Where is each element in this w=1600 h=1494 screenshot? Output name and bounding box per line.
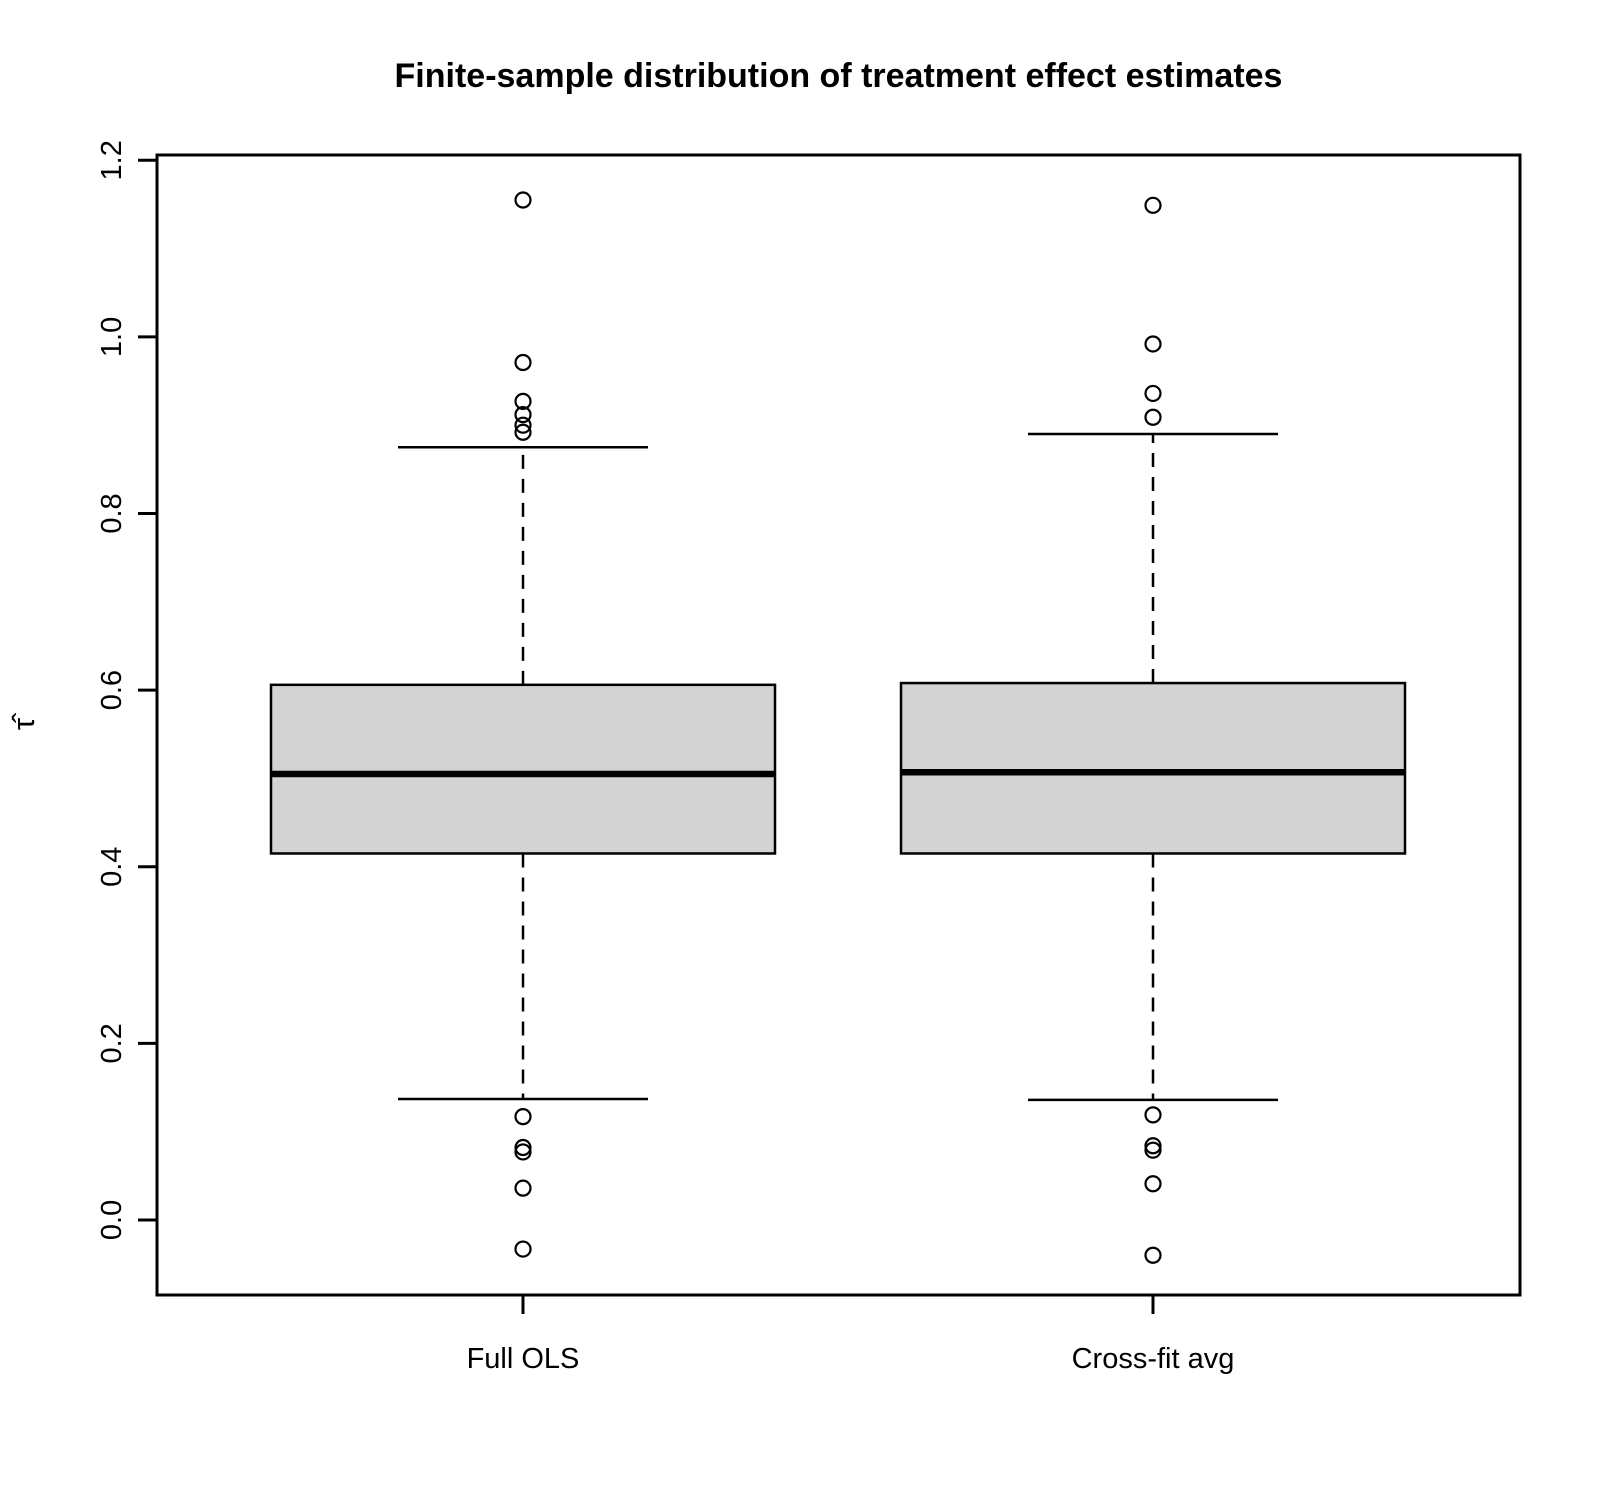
outlier-point [514,1240,532,1258]
y-tick-label: 1.2 [96,140,128,180]
outlier-point [514,1143,532,1161]
outlier-point [1144,1246,1162,1264]
y-tick-label: 1.0 [96,317,128,357]
box-rect [899,681,1407,855]
outlier-point [514,406,532,424]
outlier-point [514,1108,532,1126]
y-tick-label: 0.8 [96,493,128,533]
outlier-point [1144,335,1162,353]
outlier-point [514,392,532,410]
outlier-point [514,416,532,434]
outlier-point [514,1179,532,1197]
x-tick-label: Full OLS [467,1343,580,1375]
outlier-point [1144,196,1162,214]
outlier-point [514,1138,532,1157]
outlier-point [1144,1141,1162,1159]
outlier-point [1144,1137,1162,1155]
outlier-point [1144,1106,1162,1124]
plot-frame [155,153,1522,1297]
y-tick-label: 0.0 [96,1200,128,1240]
outlier-point [1144,384,1162,403]
outlier-point [1144,408,1162,426]
outlier-point [514,353,532,372]
chart-title: Finite-sample distribution of treatment … [394,57,1283,95]
x-tick-label: Cross-fit avg [1072,1343,1235,1375]
outlier-point [514,191,532,209]
y-tick-label: 0.6 [96,670,128,710]
y-tick-label: 0.2 [96,1023,128,1063]
y-tick-label: 0.4 [96,847,128,887]
box-rect [269,683,777,855]
outlier-point [514,423,532,441]
outlier-point [1144,1175,1162,1193]
